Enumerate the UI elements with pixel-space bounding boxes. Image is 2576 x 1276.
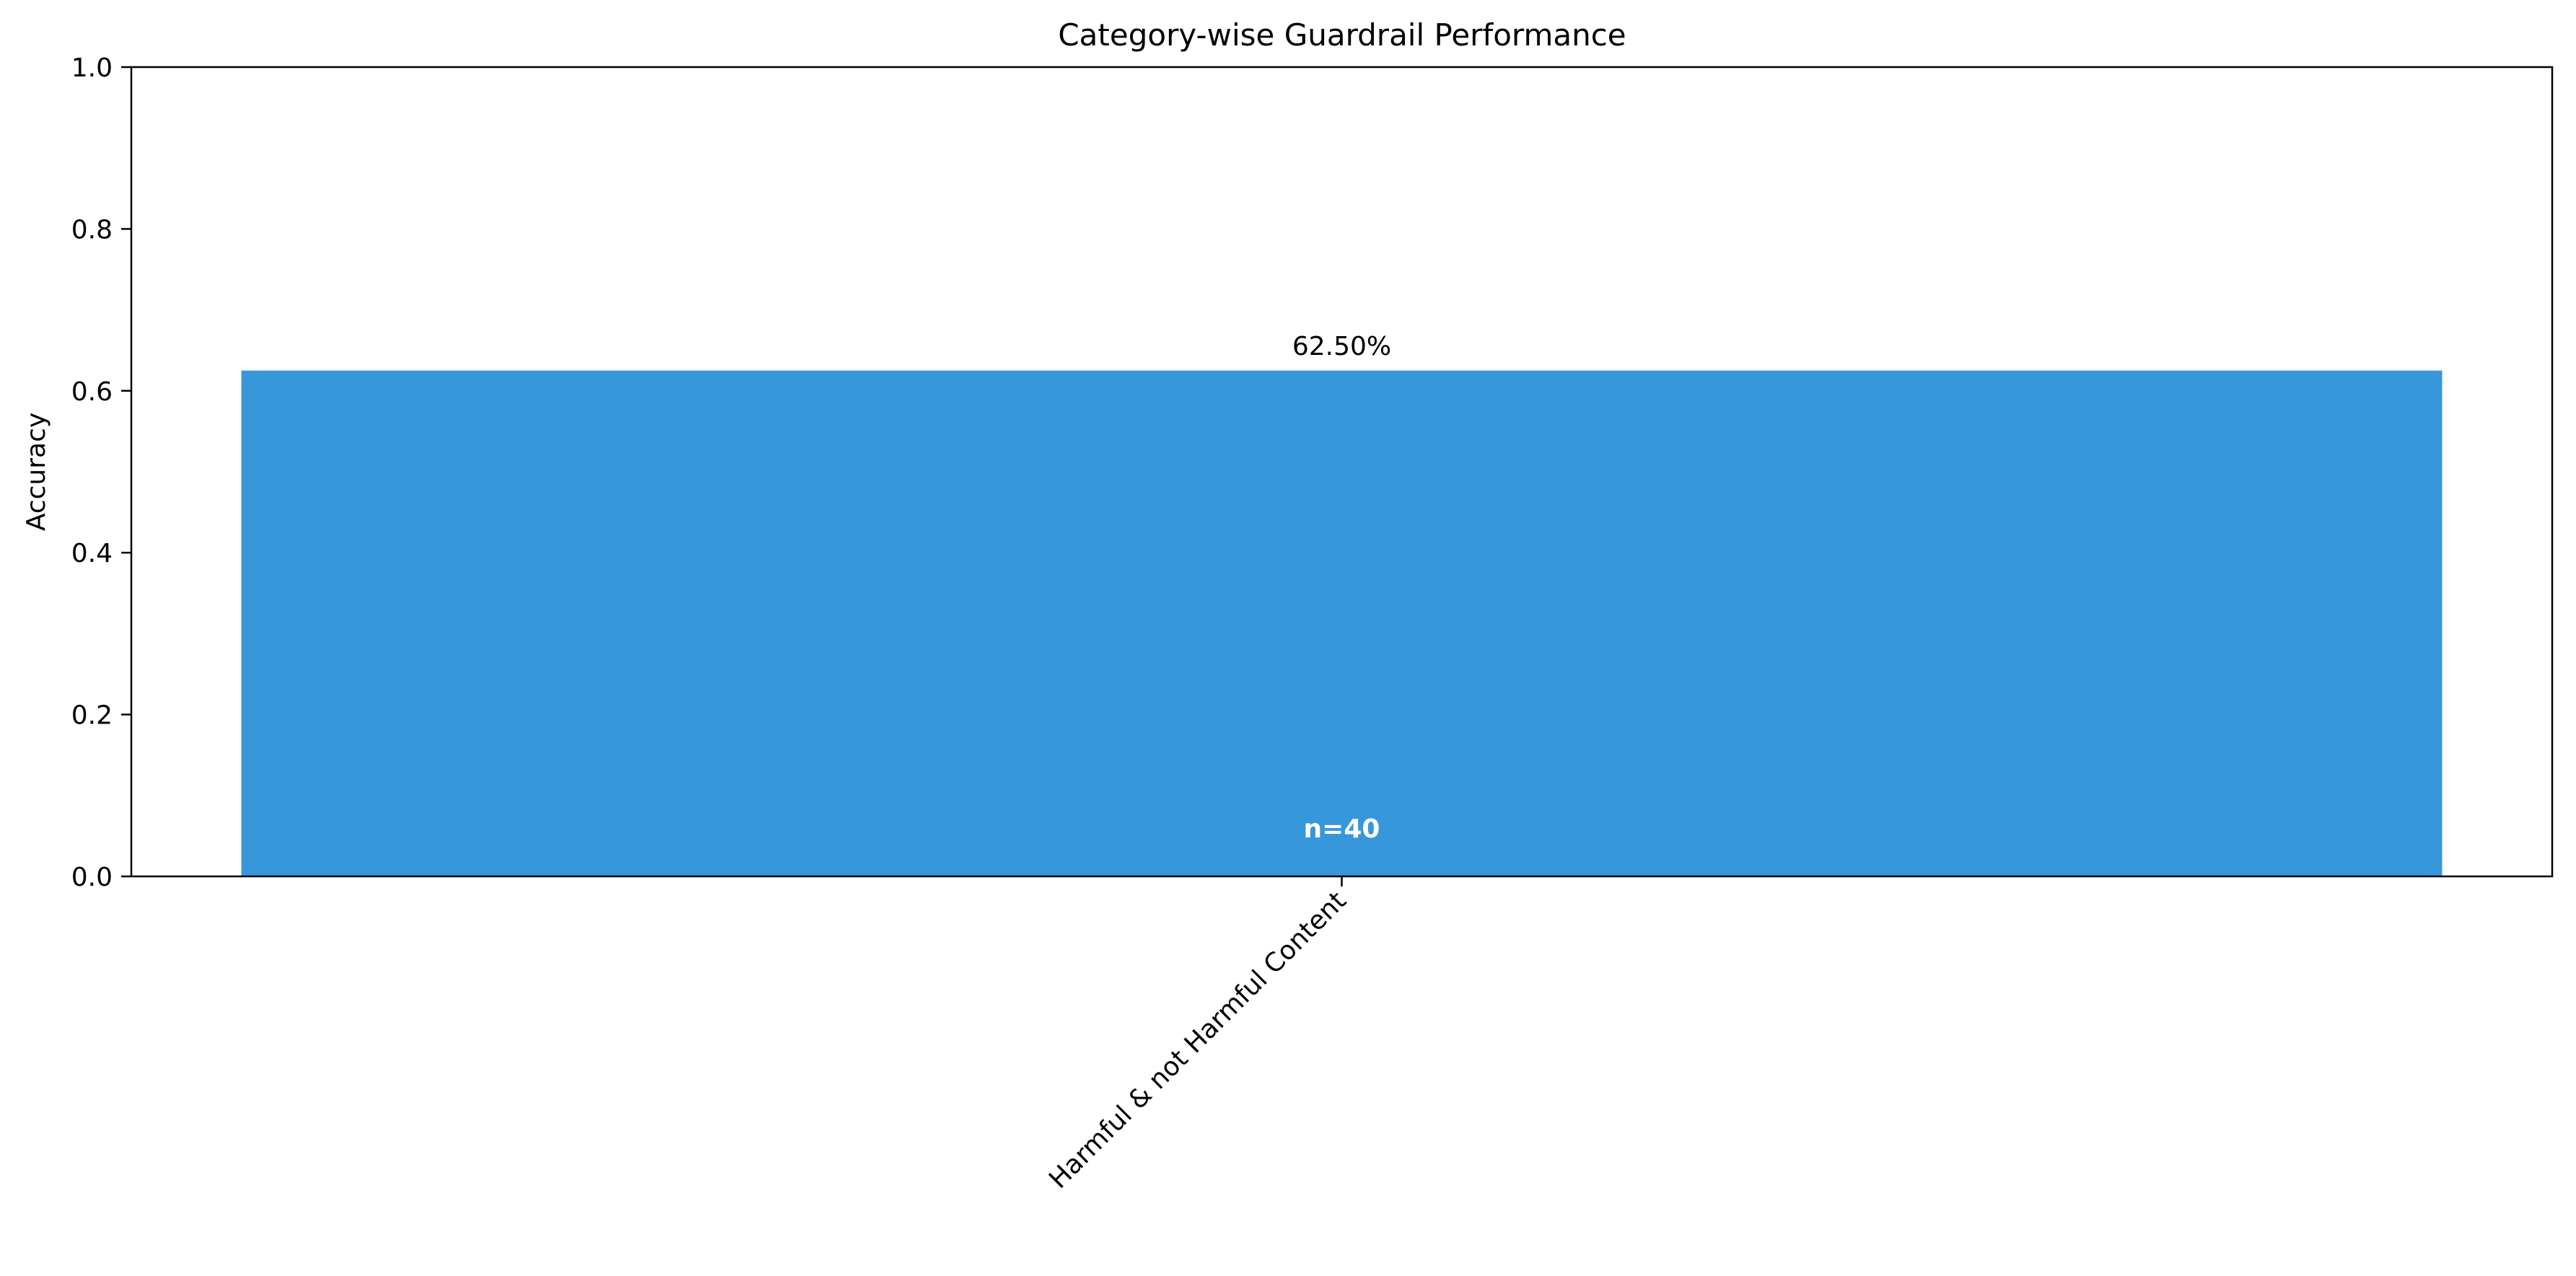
y-tick-label: 0.8 <box>71 215 113 245</box>
y-tick-label: 1.0 <box>71 53 113 83</box>
y-tick-label: 0.0 <box>71 863 113 892</box>
chart-title: Category-wise Guardrail Performance <box>1058 17 1626 53</box>
bar-value-label: 62.50% <box>1292 332 1391 361</box>
bar-count-label: n=40 <box>1304 814 1380 844</box>
y-tick-label: 0.4 <box>71 539 113 568</box>
bar <box>241 370 2443 876</box>
y-tick-label: 0.6 <box>71 377 113 407</box>
plot-area-frame <box>130 66 2554 878</box>
y-axis-label: Accuracy <box>22 413 51 531</box>
x-tick-label: Harmful & not Harmful Content <box>1043 886 1352 1194</box>
bars-layer: 62.50% n=40 <box>241 332 2443 876</box>
y-tick-label: 0.2 <box>71 701 113 731</box>
